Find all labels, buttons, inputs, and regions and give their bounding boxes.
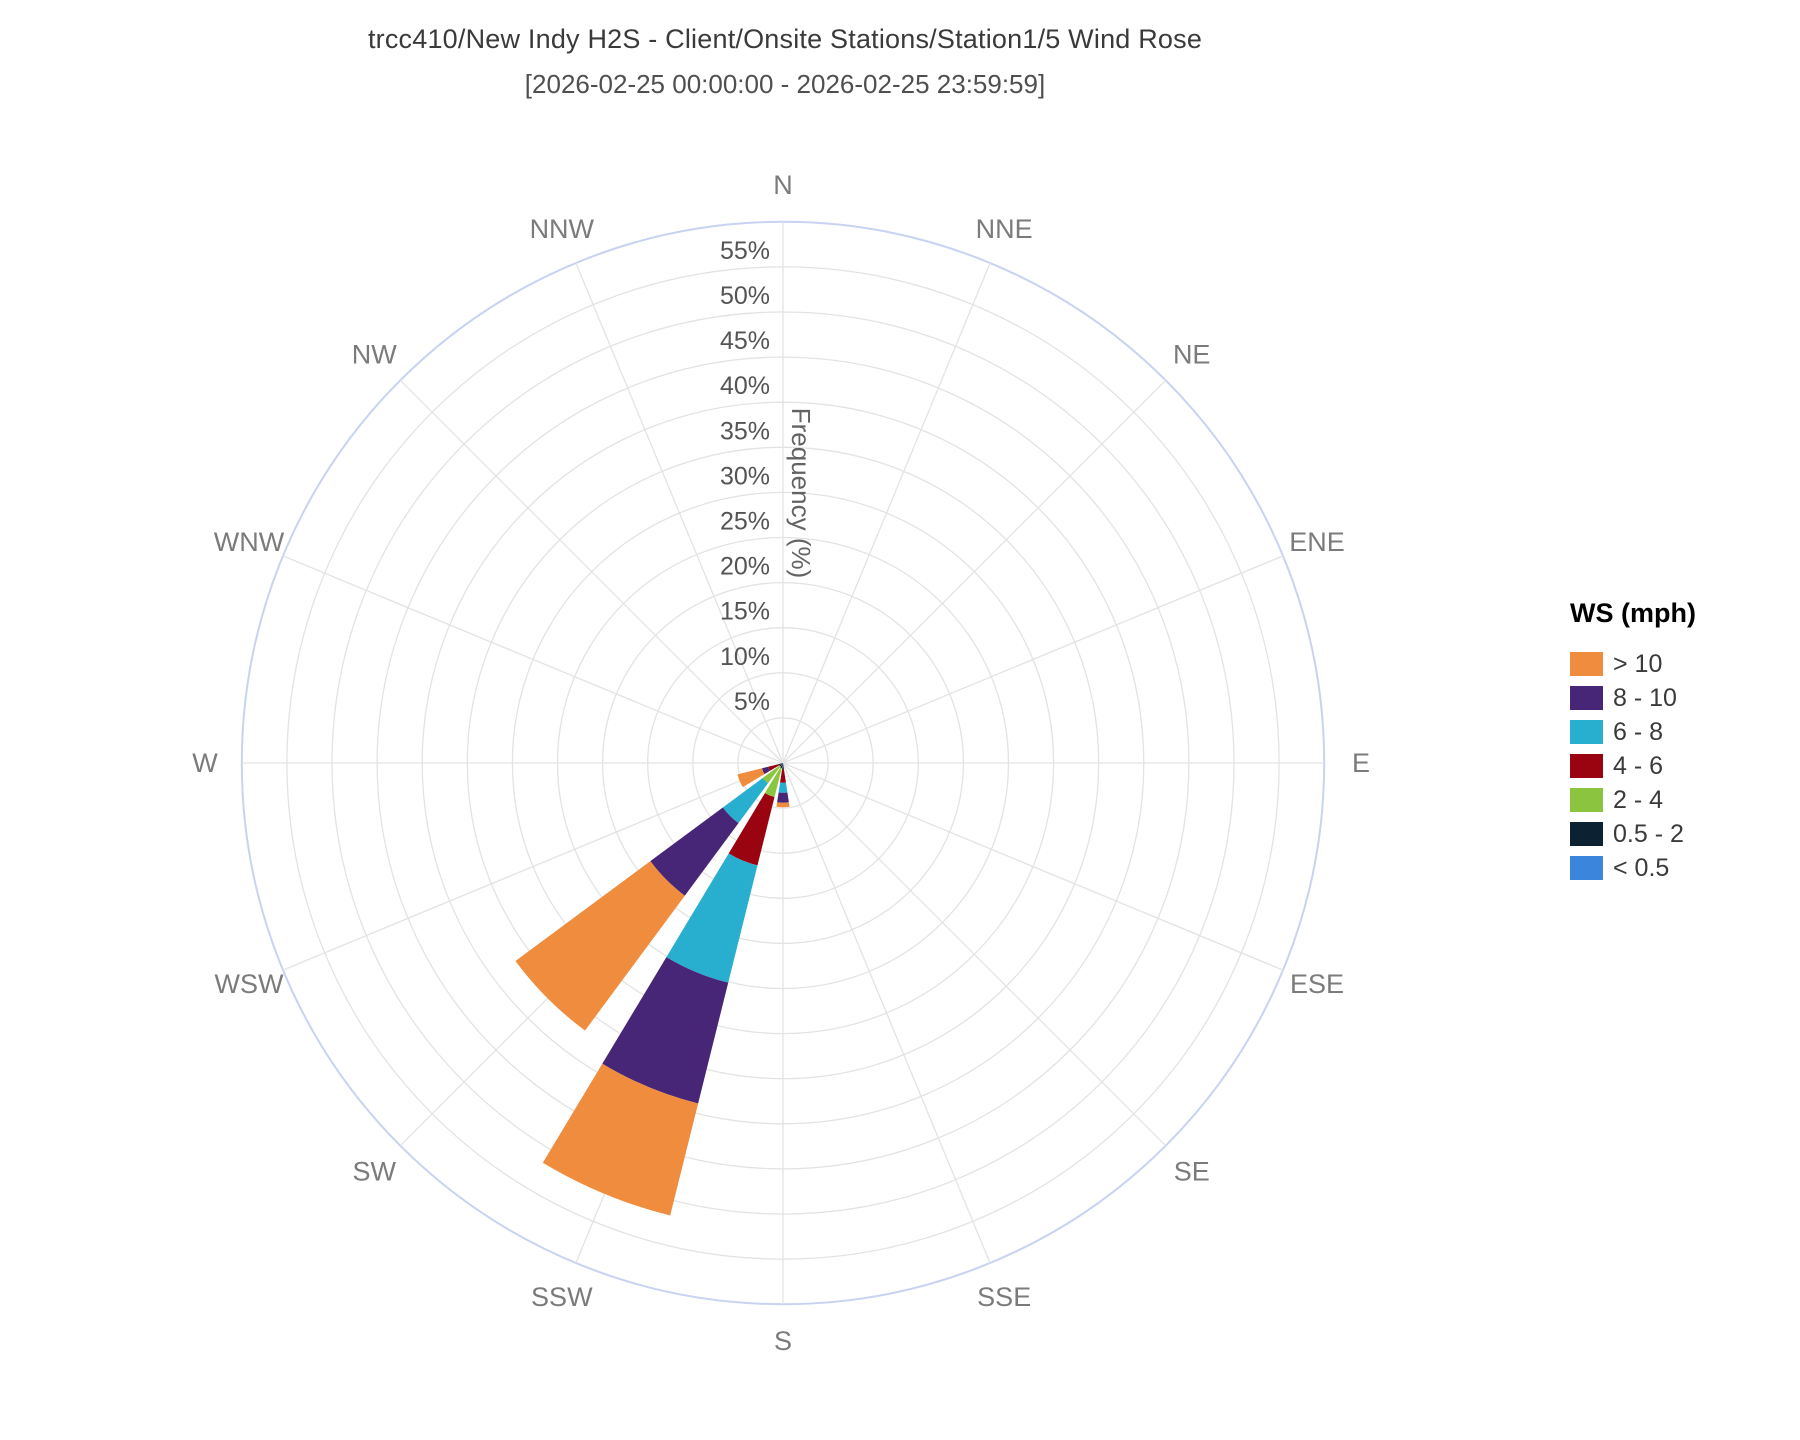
spoke-nw	[399, 379, 784, 764]
legend-item-label: < 0.5	[1613, 853, 1670, 882]
chart-header: trcc410/New Indy H2S - Client/Onsite Sta…	[0, 0, 1570, 100]
radial-tick-55: 55%	[720, 237, 770, 265]
petal-segment-ssw-6-8[interactable]	[666, 853, 758, 983]
direction-label-wnw: WNW	[214, 527, 285, 557]
direction-label-e: E	[1352, 748, 1370, 778]
wind-speed-legend: WS (mph) > 10 8 - 10 6 - 8 4 - 6 2 - 4 0.5 - …	[1570, 598, 1790, 885]
spoke-ne	[782, 379, 1167, 764]
petal-segment-s-8-10[interactable]	[777, 792, 789, 803]
petal-segment-sw-0.5-2[interactable]	[779, 763, 783, 767]
legend-rows: > 10 8 - 10 6 - 8 4 - 6 2 - 4 0.5 - 2 < 0.5	[1570, 647, 1790, 885]
legend-title: WS (mph)	[1570, 598, 1696, 628]
petal-segment-sw-2-4[interactable]	[762, 765, 781, 784]
legend-swatch-icon	[1570, 686, 1603, 710]
legend-item-6-8[interactable]: 6 - 8	[1570, 715, 1790, 749]
radial-tick-30: 30%	[720, 462, 770, 490]
petal-segment-wsw-8-10[interactable]	[761, 766, 770, 775]
direction-label-ssw: SSW	[531, 1282, 593, 1312]
petal-segment-ssw-0.5-2[interactable]	[780, 763, 783, 769]
direction-label-ne: NE	[1173, 339, 1211, 369]
direction-label-nw: NW	[352, 339, 397, 369]
legend-item-0.5-2[interactable]: 0.5 - 2	[1570, 817, 1790, 851]
radial-axis-title: Frequency (%)	[786, 408, 816, 579]
petal-segment-sw-8-10[interactable]	[650, 807, 739, 896]
direction-label-nnw: NNW	[530, 214, 595, 244]
spoke-ene	[782, 555, 1284, 764]
spoke-ese	[782, 762, 1284, 971]
direction-label-ese: ESE	[1290, 969, 1344, 999]
direction-label-sw: SW	[353, 1157, 397, 1187]
radial-tick-35: 35%	[720, 417, 770, 445]
petal-segment-wsw-4-6[interactable]	[768, 764, 780, 771]
radial-tick-40: 40%	[720, 372, 770, 400]
direction-label-wsw: WSW	[215, 969, 284, 999]
radial-tick-10: 10%	[720, 643, 770, 671]
chart-title: trcc410/New Indy H2S - Client/Onsite Sta…	[367, 24, 1203, 54]
legend-swatch-icon	[1570, 720, 1603, 744]
petal-segment-s-4-6[interactable]	[780, 769, 786, 783]
legend-item--10[interactable]: > 10	[1570, 647, 1790, 681]
spoke-sse	[782, 762, 991, 1264]
petal-segment-ssw-4-6[interactable]	[728, 793, 775, 866]
radial-tick-50: 50%	[720, 282, 770, 310]
radial-tick-5: 5%	[734, 688, 770, 716]
legend-swatch-icon	[1570, 788, 1603, 812]
legend-item-label: 0.5 - 2	[1613, 819, 1684, 848]
petal-segment-s--10[interactable]	[776, 802, 790, 808]
spoke-nnw	[575, 262, 784, 764]
legend-swatch-icon	[1570, 822, 1603, 846]
legend-item-8-10[interactable]: 8 - 10	[1570, 681, 1790, 715]
spoke-nne	[782, 262, 991, 764]
petal-segment-ssw--10[interactable]	[542, 1063, 699, 1216]
legend-item-label: 4 - 6	[1613, 751, 1664, 780]
direction-label-s: S	[774, 1326, 792, 1356]
legend-item-4-6[interactable]: 4 - 6	[1570, 749, 1790, 783]
legend-item-2-4[interactable]: 2 - 4	[1570, 783, 1790, 817]
legend-item-label: 8 - 10	[1613, 683, 1677, 712]
legend-swatch-icon	[1570, 754, 1603, 778]
direction-label-w: W	[192, 748, 218, 778]
direction-label-se: SE	[1174, 1157, 1210, 1187]
radial-tick-15: 15%	[720, 598, 770, 626]
direction-label-sse: SSE	[977, 1282, 1031, 1312]
legend-item--0.5[interactable]: < 0.5	[1570, 851, 1790, 885]
legend-swatch-icon	[1570, 856, 1603, 880]
petal-segment-ssw-8-10[interactable]	[602, 957, 729, 1104]
legend-item-label: > 10	[1613, 649, 1663, 678]
petal-segment-s-0.5-2[interactable]	[782, 763, 784, 770]
spoke-se	[782, 762, 1167, 1147]
chart-subtitle: [2026-02-25 00:00:00 - 2026-02-25 23:59:…	[524, 69, 1046, 99]
radial-tick-20: 20%	[720, 553, 770, 581]
radial-tick-25: 25%	[720, 508, 770, 536]
petal-segment-ssw-2-4[interactable]	[764, 767, 782, 798]
petal-segment-wsw-0.5-2[interactable]	[778, 763, 783, 766]
petal-segment-s-6-8[interactable]	[778, 782, 788, 793]
legend-item-label: 2 - 4	[1613, 785, 1664, 814]
direction-label-n: N	[773, 170, 793, 200]
direction-label-nne: NNE	[976, 214, 1033, 244]
petal-segment-sw-6-8[interactable]	[722, 778, 768, 824]
direction-label-ene: ENE	[1289, 527, 1345, 557]
legend-swatch-icon	[1570, 652, 1603, 676]
spoke-wsw	[282, 762, 784, 971]
petal-segment-wsw--10[interactable]	[737, 768, 765, 788]
legend-item-label: 6 - 8	[1613, 717, 1664, 746]
spoke-wnw	[282, 555, 784, 764]
petal-segment-sw--10[interactable]	[515, 861, 685, 1031]
radial-tick-45: 45%	[720, 327, 770, 355]
